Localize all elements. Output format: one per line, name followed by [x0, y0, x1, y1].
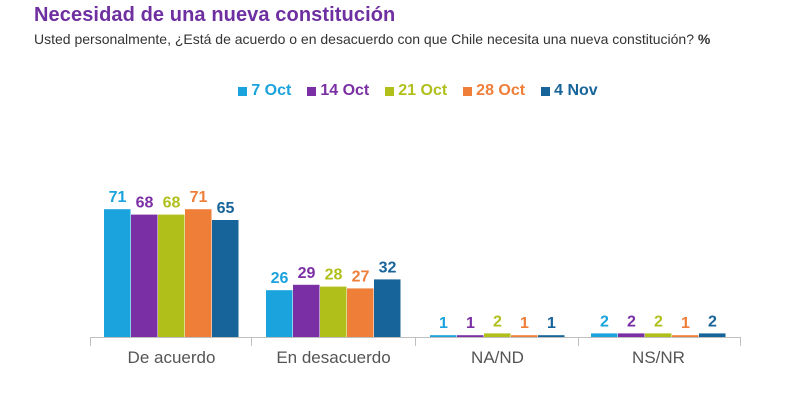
bar-0-2 [158, 214, 185, 337]
legend-swatch [238, 86, 248, 96]
legend-swatch [541, 86, 551, 96]
category-label: En desacuerdo [276, 348, 390, 367]
chart-subtitle: Usted personalmente, ¿Está de acuerdo o … [34, 31, 710, 47]
data-label: 28 [325, 267, 343, 284]
data-label: 2 [600, 313, 609, 330]
legend-swatch [385, 86, 395, 96]
bar-1-3 [347, 288, 374, 337]
legend-label: 28 Oct [476, 82, 526, 99]
data-label: 71 [109, 189, 127, 206]
chart-title: Necesidad de una nueva constitución [34, 4, 396, 26]
bar-3-1 [618, 333, 645, 337]
data-label: 2 [654, 313, 663, 330]
legend-item-5: 4 Nov [541, 82, 598, 100]
bar-1-0 [266, 290, 293, 337]
legend-swatch [307, 86, 317, 96]
data-label: 71 [190, 189, 208, 206]
legend-label: 4 Nov [554, 82, 598, 99]
data-label: 1 [681, 315, 690, 332]
legend-label: 7 Oct [251, 82, 292, 99]
data-label: 68 [136, 195, 154, 212]
legend-label: 14 Oct [320, 82, 370, 99]
legend-swatch [463, 86, 473, 96]
bar-2-4 [538, 335, 565, 337]
legend-label: 21 Oct [398, 82, 448, 99]
bar-3-3 [672, 335, 699, 337]
bar-3-2 [645, 333, 672, 337]
data-label: 2 [708, 313, 717, 330]
bar-2-0 [430, 335, 457, 337]
data-label: 1 [439, 315, 448, 332]
bar-0-3 [185, 209, 212, 337]
legend-item-3: 21 Oct [385, 82, 447, 100]
bar-3-0 [591, 333, 618, 337]
category-label: NS/NR [632, 348, 685, 367]
bar-3-4 [699, 333, 726, 337]
data-label: 27 [352, 268, 370, 285]
bar-1-2 [320, 286, 347, 337]
bar-2-1 [457, 335, 484, 337]
data-label: 1 [466, 315, 475, 332]
bar-0-4 [212, 220, 239, 337]
data-label: 1 [520, 315, 529, 332]
subtitle-text: Usted personalmente, ¿Está de acuerdo o … [34, 31, 694, 47]
legend-item-1: 7 Oct [238, 82, 291, 100]
bar-0-1 [131, 214, 158, 337]
category-label: De acuerdo [128, 348, 216, 367]
data-label: 29 [298, 265, 316, 282]
category-label: NA/ND [471, 348, 524, 367]
legend-item-4: 28 Oct [463, 82, 525, 100]
data-label: 68 [163, 195, 181, 212]
legend: 7 Oct 14 Oct 21 Oct 28 Oct 4 Nov [0, 82, 800, 100]
bar-0-0 [104, 209, 131, 337]
bar-1-4 [374, 279, 401, 337]
unit-label: % [697, 31, 711, 47]
data-label: 32 [379, 259, 397, 276]
data-label: 2 [627, 313, 636, 330]
data-label: 65 [217, 200, 235, 217]
data-label: 26 [271, 270, 289, 287]
data-label: 2 [493, 313, 502, 330]
bar-2-3 [511, 335, 538, 337]
data-label: 1 [547, 315, 556, 332]
legend-item-2: 14 Oct [307, 82, 369, 100]
bar-1-1 [293, 284, 320, 337]
bar-2-2 [484, 333, 511, 337]
